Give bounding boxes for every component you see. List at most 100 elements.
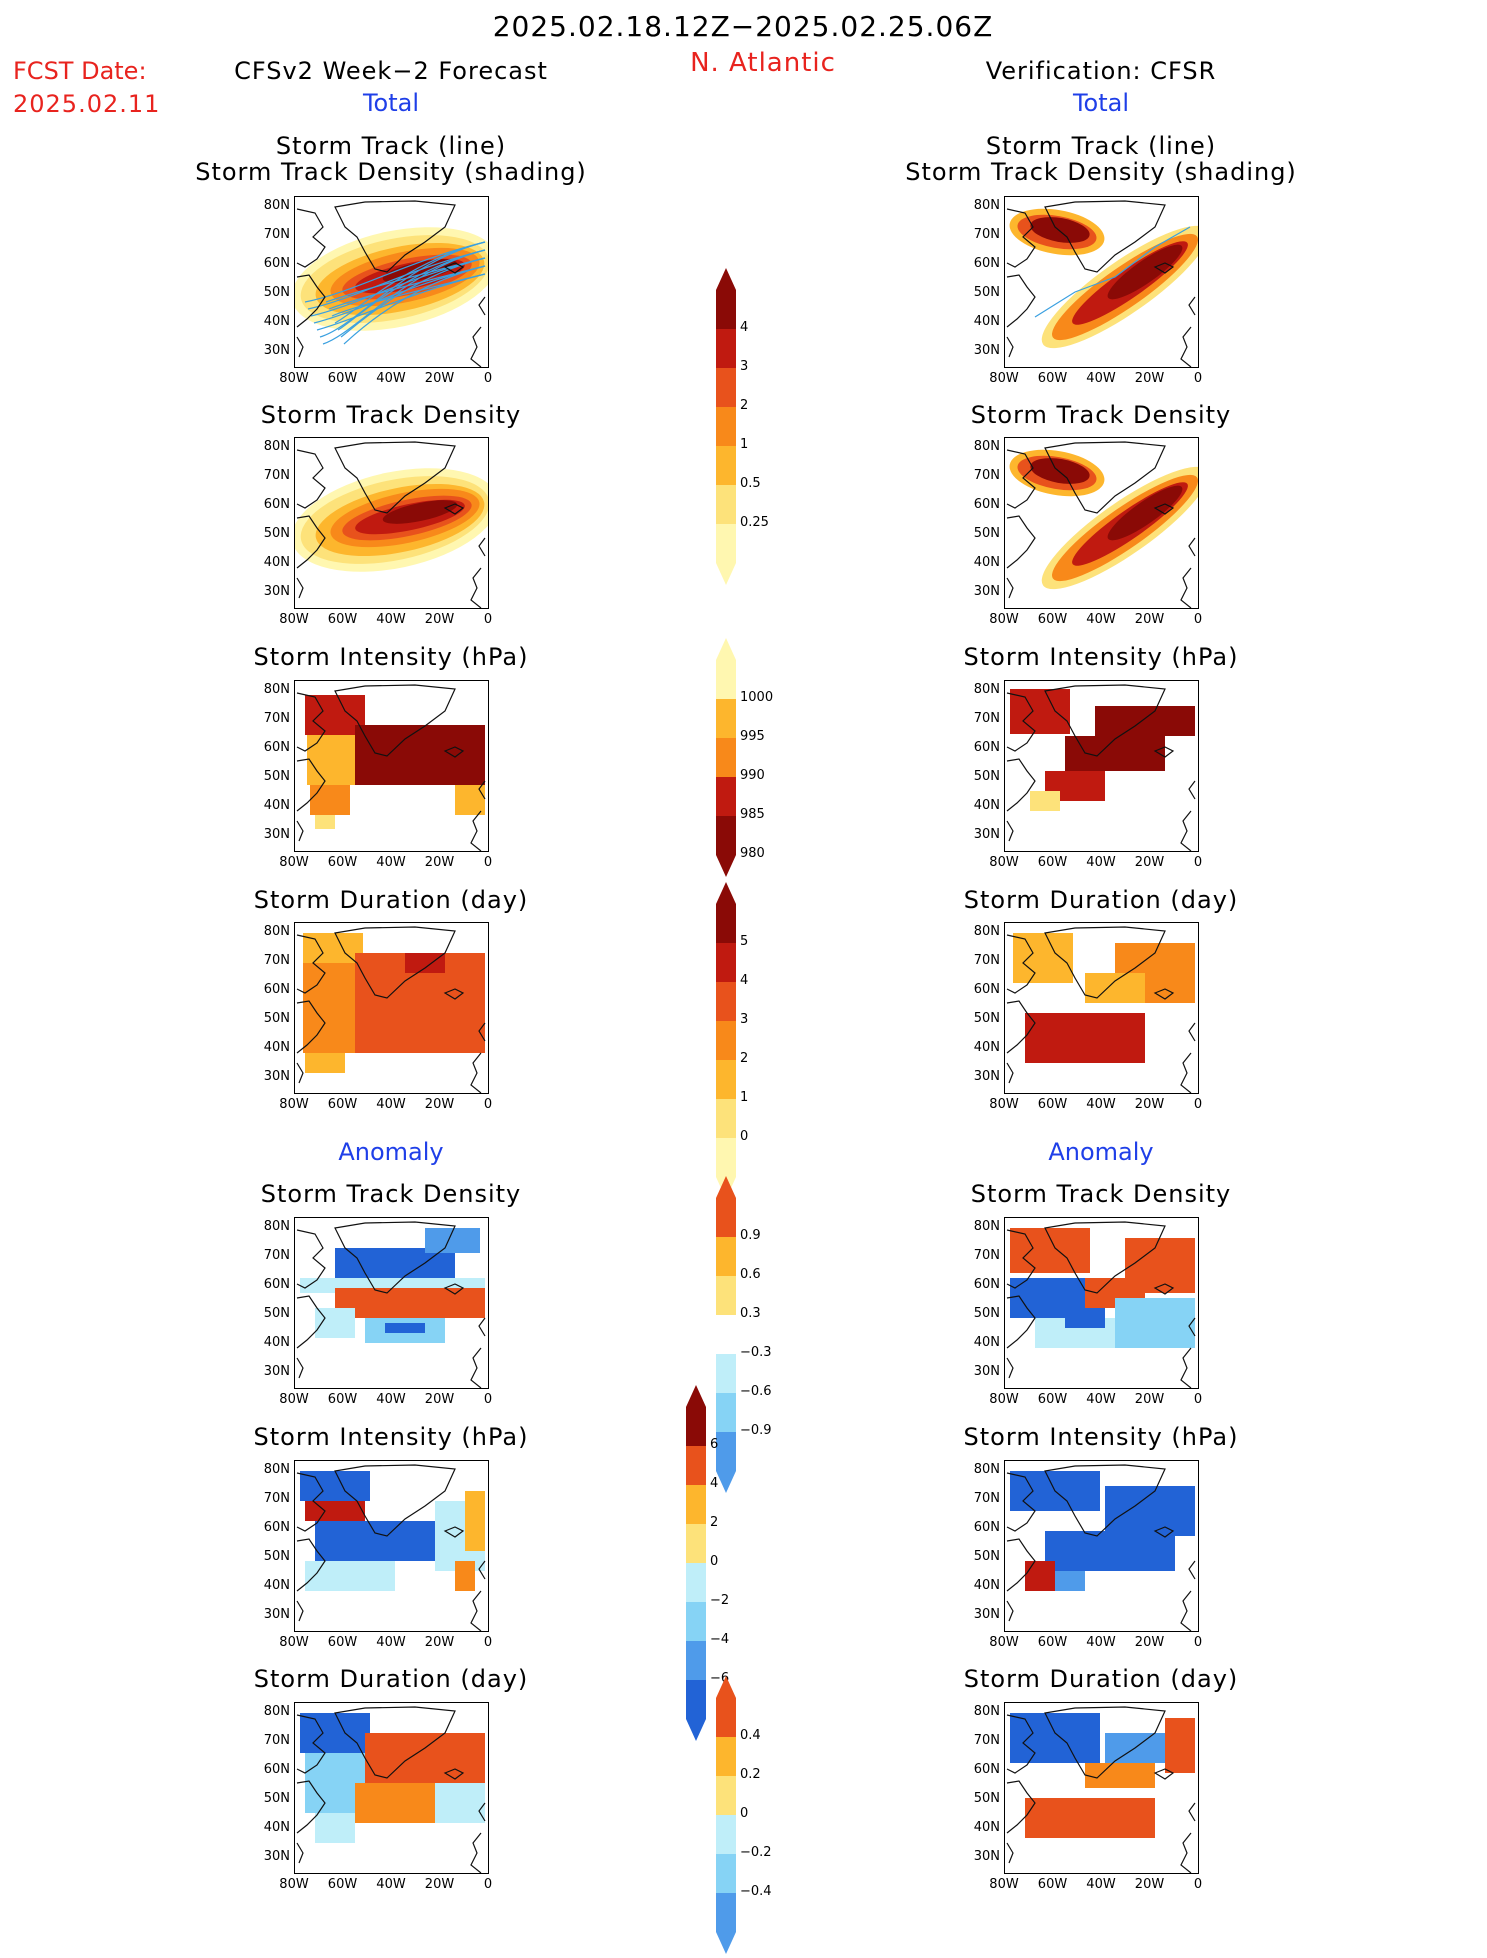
map-field (296, 684, 486, 851)
title-density-left: Storm Track Density (260, 401, 522, 429)
colorbar-tick-label: 3 (740, 359, 749, 374)
coastline (1044, 200, 1166, 273)
coastline (1006, 208, 1036, 268)
fcst-date-label: FCST Date: (13, 57, 147, 85)
colorbar-tick-label: 0.9 (740, 1228, 761, 1243)
coastline (1153, 746, 1175, 758)
lon-tick-label: 40W (376, 371, 406, 386)
lat-tick-label: 70N (263, 953, 290, 968)
coastline (478, 296, 486, 316)
coastline (296, 449, 326, 509)
lat-tick-label: 70N (973, 227, 1000, 242)
lat-tick-label: 50N (263, 1791, 290, 1806)
lat-tick-label: 80N (263, 1219, 290, 1234)
lon-tick-label: 60W (1037, 1392, 1068, 1407)
coastline (296, 1714, 326, 1774)
lat-tick-label: 30N (263, 1364, 290, 1379)
coastline (1188, 780, 1196, 800)
coastline (443, 746, 465, 758)
lat-tick-label: 70N (263, 227, 290, 242)
lat-tick-label: 60N (973, 1762, 1000, 1777)
colorbar-intensity-anom (686, 1385, 706, 1745)
lat-tick-label: 80N (263, 439, 290, 454)
lat-tick-label: 50N (263, 285, 290, 300)
coastline (443, 1768, 465, 1780)
coastline (296, 758, 326, 812)
coastline (296, 274, 326, 328)
colorbar-duration (716, 882, 736, 1203)
coastline (1044, 1464, 1166, 1537)
lat-tick-label: 60N (973, 982, 1000, 997)
map-panel-right-3 (1004, 680, 1199, 852)
lon-tick-label: 80W (279, 1392, 309, 1407)
coastline (1006, 1600, 1014, 1622)
lat-tick-label: 40N (973, 798, 1000, 813)
colorbar-tick-label: −2 (710, 1593, 730, 1608)
coastline (296, 1600, 304, 1622)
coastline (1153, 988, 1175, 1000)
left-total-label: Total (362, 89, 420, 117)
lat-tick-label: 40N (263, 798, 290, 813)
lat-tick-label: 50N (973, 1306, 1000, 1321)
colorbar-tick-label: 0.2 (740, 1767, 761, 1782)
coastline (1044, 926, 1166, 999)
coastline (334, 441, 456, 514)
lon-tick-label: 40W (376, 612, 406, 627)
colorbar-tick-label: −0.6 (740, 1384, 772, 1399)
lon-tick-label: 60W (327, 1877, 358, 1892)
lat-tick-label: 40N (263, 555, 290, 570)
lon-tick-label: 80W (989, 371, 1019, 386)
colorbar-tick-label: −0.2 (740, 1845, 772, 1860)
lat-tick-label: 80N (973, 1704, 1000, 1719)
coastline (1180, 1052, 1192, 1093)
lat-tick-label: 40N (973, 314, 1000, 329)
lon-tick-label: 40W (376, 1635, 406, 1650)
lat-tick-label: 30N (973, 1364, 1000, 1379)
colorbar-tick-label: −0.4 (740, 1884, 772, 1899)
lat-tick-label: 30N (263, 1607, 290, 1622)
coastline (1006, 1295, 1036, 1349)
coastline (296, 336, 304, 358)
coastline (470, 1052, 482, 1093)
lat-tick-label: 30N (973, 1607, 1000, 1622)
coastline (1044, 1706, 1166, 1779)
lat-tick-label: 30N (973, 343, 1000, 358)
lon-tick-label: 40W (1086, 1392, 1116, 1407)
colorbar-tick-label: 0.4 (740, 1728, 761, 1743)
coastline (296, 577, 304, 599)
lon-tick-label: 40W (1086, 1635, 1116, 1650)
lon-tick-label: 40W (376, 1097, 406, 1112)
lon-tick-label: 40W (376, 855, 406, 870)
lat-tick-label: 70N (973, 711, 1000, 726)
coastline (1044, 1221, 1166, 1294)
lat-tick-label: 40N (263, 314, 290, 329)
lat-tick-label: 40N (263, 1040, 290, 1055)
coastline (1006, 1062, 1014, 1084)
title-density-right: Storm Track Density (970, 401, 1232, 429)
lon-tick-label: 80W (989, 612, 1019, 627)
lat-tick-label: 40N (973, 1578, 1000, 1593)
coastline (1180, 1832, 1192, 1873)
map-field (295, 441, 488, 608)
lat-tick-label: 60N (973, 497, 1000, 512)
date-range-title: 2025.02.18.12Z−2025.02.25.06Z (492, 10, 994, 43)
colorbar-tick-label: 0 (740, 1129, 749, 1144)
map-panel-right-6 (1004, 1460, 1199, 1632)
colorbar-tick-label: 0 (740, 1806, 749, 1821)
colorbar-tick-label: 1000 (740, 690, 774, 705)
coastline (1188, 296, 1196, 316)
lon-tick-label: 20W (1134, 1635, 1165, 1650)
coastline (296, 692, 326, 752)
lon-tick-label: 20W (424, 1097, 455, 1112)
lat-tick-label: 80N (263, 682, 290, 697)
lat-tick-label: 80N (973, 924, 1000, 939)
lat-tick-label: 50N (973, 769, 1000, 784)
lon-tick-label: 20W (424, 371, 455, 386)
lat-tick-label: 70N (973, 1733, 1000, 1748)
coastline (1006, 1229, 1036, 1289)
coastline (478, 1022, 486, 1042)
coastline (296, 1357, 304, 1379)
lon-tick-label: 20W (424, 1877, 455, 1892)
coastline (296, 1062, 304, 1084)
colorbar-density-anom (716, 1176, 736, 1497)
